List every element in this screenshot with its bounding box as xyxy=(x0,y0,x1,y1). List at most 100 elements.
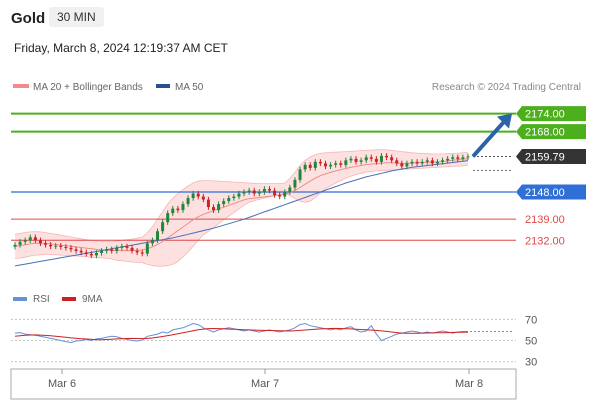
legend-ma50-label: MA 50 xyxy=(175,82,204,93)
candle-body xyxy=(420,161,424,164)
candle-body xyxy=(400,163,404,167)
candle-body xyxy=(323,163,327,167)
candle-body xyxy=(79,250,83,253)
candle-body xyxy=(303,164,307,170)
candle-body xyxy=(28,237,32,241)
candle-body xyxy=(186,198,190,205)
candle-body xyxy=(273,190,277,196)
candle-body xyxy=(288,187,292,193)
legend-bollinger-label: MA 20 + Bollinger Bands xyxy=(33,82,143,93)
candle-body xyxy=(176,208,180,211)
rsi-tick-70: 70 xyxy=(525,314,537,326)
candle-body xyxy=(140,252,144,254)
candle-body xyxy=(262,189,266,193)
candle-body xyxy=(130,247,134,251)
rsi-tick-50: 50 xyxy=(525,336,537,348)
candle-body xyxy=(227,198,231,202)
legend-ma50-swatch xyxy=(156,84,170,88)
candle-body xyxy=(390,157,394,161)
price-legend: MA 20 + Bollinger Bands MA 50 xyxy=(13,82,204,93)
candle-body xyxy=(339,163,343,165)
bollinger-band-layer xyxy=(14,149,469,267)
candlestick-layer xyxy=(13,153,470,259)
candle-body xyxy=(89,253,93,256)
candle-body xyxy=(212,207,216,211)
candle-body xyxy=(435,161,439,164)
level-label-2148.00: 2148.00 xyxy=(525,187,565,199)
candle-body xyxy=(374,158,378,162)
candle-body xyxy=(105,249,109,251)
candle-body xyxy=(405,163,409,167)
level-labels-layer: 2174.00 2168.00 2159.79 2148.00 2139.00 2132.… xyxy=(471,106,586,247)
level-label-2159.79: 2159.79 xyxy=(525,151,565,163)
candle-body xyxy=(23,240,27,242)
candle-body xyxy=(94,252,98,256)
candle-body xyxy=(54,245,58,247)
candle-body xyxy=(313,161,317,168)
legend-rsi-label: RSI xyxy=(33,294,50,305)
legend-9ma-label: 9MA xyxy=(82,294,103,305)
candle-body xyxy=(222,201,226,205)
candle-body xyxy=(430,160,434,164)
candle-body xyxy=(379,155,383,162)
candle-body xyxy=(415,161,419,164)
candle-body xyxy=(242,192,246,194)
candle-body xyxy=(13,244,17,247)
level-tag-2168.00 xyxy=(516,124,586,140)
candle-body xyxy=(161,222,165,232)
ma20-line xyxy=(14,158,469,252)
candle-body xyxy=(156,231,160,241)
candle-body xyxy=(59,245,63,247)
credit-text: Research © 2024 Trading Central xyxy=(432,82,581,93)
candle-body xyxy=(145,243,149,254)
x-tick-label: Mar 7 xyxy=(251,378,279,390)
candle-body xyxy=(252,190,256,194)
candle-body xyxy=(191,193,195,199)
candle-body xyxy=(125,246,129,248)
candle-body xyxy=(349,158,353,161)
candle-body xyxy=(44,243,48,245)
level-label-2132.00: 2132.00 xyxy=(525,235,565,247)
level-label-2168.00: 2168.00 xyxy=(525,127,565,139)
x-tick-label: Mar 6 xyxy=(48,378,76,390)
candle-body xyxy=(150,240,154,244)
candle-body xyxy=(181,204,185,211)
candle-body xyxy=(410,161,414,164)
candle-body xyxy=(354,158,358,162)
candle-body xyxy=(385,155,389,158)
rsi-9ma-line xyxy=(14,327,469,341)
moving-average-layer xyxy=(14,158,469,267)
legend-rsi-swatch xyxy=(13,297,27,301)
candle-body xyxy=(267,189,271,191)
candle-body xyxy=(74,249,78,251)
candle-body xyxy=(461,157,465,159)
candle-body xyxy=(110,249,114,251)
timestamp: Friday, March 8, 2024 12:19:37 AM CET xyxy=(14,41,228,55)
candle-body xyxy=(456,157,460,159)
candle-body xyxy=(232,196,236,199)
candle-body xyxy=(69,247,73,250)
rsi-panel: 70 50 30 xyxy=(11,314,537,369)
x-axis: Mar 6 Mar 7 Mar 8 xyxy=(48,369,483,390)
candle-body xyxy=(217,204,221,211)
rsi-line xyxy=(14,322,468,344)
candle-body xyxy=(135,250,139,253)
candle-body xyxy=(359,160,363,162)
candle-body xyxy=(100,250,104,253)
candle-body xyxy=(466,156,470,158)
chart-header: Gold 30 MIN xyxy=(0,0,590,36)
candle-body xyxy=(369,157,373,159)
candle-body xyxy=(206,199,210,208)
candle-body xyxy=(166,213,170,223)
candle-body xyxy=(84,252,88,254)
legend-9ma-swatch xyxy=(62,297,76,301)
projection-arrow-shaft xyxy=(471,118,508,158)
candle-body xyxy=(334,163,338,165)
level-label-2139.00: 2139.00 xyxy=(525,214,565,226)
candle-body xyxy=(115,247,119,251)
candle-body xyxy=(64,246,68,248)
level-lines-layer xyxy=(11,112,516,241)
legend-bollinger-swatch xyxy=(13,84,29,88)
timeframe-badge[interactable]: 30 MIN xyxy=(49,7,104,27)
